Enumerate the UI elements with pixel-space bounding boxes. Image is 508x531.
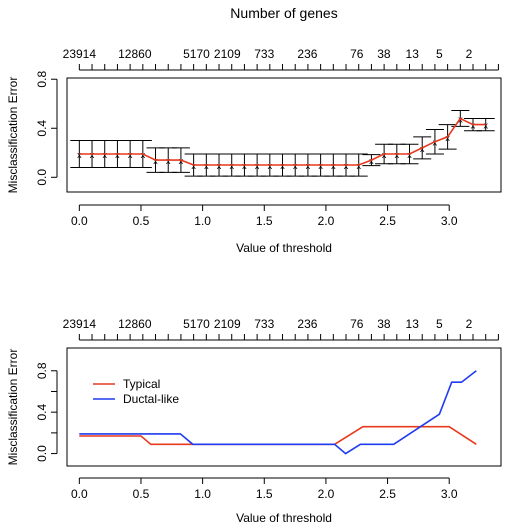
data-point-marker: x xyxy=(318,161,323,171)
top-axis-label: 733 xyxy=(254,317,274,331)
top-chart-title: Number of genes xyxy=(230,5,337,21)
top-axis-label: 38 xyxy=(377,47,391,61)
top-axis-label: 236 xyxy=(297,317,317,331)
top-axis-label: 76 xyxy=(350,47,364,61)
x-tick-label: 0.0 xyxy=(71,214,88,228)
data-point-marker: x xyxy=(344,161,349,171)
legend-label: Typical xyxy=(123,377,160,391)
data-point-marker: x xyxy=(280,161,285,171)
top-axis-label: 23914 xyxy=(63,317,97,331)
series-line xyxy=(79,117,486,166)
top-axis-label: 236 xyxy=(297,47,317,61)
data-point-marker: x xyxy=(268,161,273,171)
data-point-marker: x xyxy=(433,138,438,148)
data-point-marker: x xyxy=(166,156,171,166)
plot-frame xyxy=(66,347,502,467)
y-tick-label: 0.0 xyxy=(35,445,49,462)
data-point-marker: x xyxy=(128,150,133,160)
y-tick-label: 0.4 xyxy=(35,404,49,421)
top-axis-label: 2109 xyxy=(214,317,241,331)
x-tick-label: 3.0 xyxy=(441,214,458,228)
x-tick-label: 2.0 xyxy=(318,214,335,228)
data-point-marker: x xyxy=(255,161,260,171)
data-point-marker: x xyxy=(356,161,361,171)
y-axis-label: Misclassification Error xyxy=(6,77,20,194)
data-point-marker: x xyxy=(229,161,234,171)
y-tick-label: 0.8 xyxy=(35,362,49,379)
x-tick-label: 1.5 xyxy=(256,214,273,228)
y-tick-label: 0.8 xyxy=(35,71,49,88)
x-tick-label: 1.0 xyxy=(194,487,211,501)
threshold-error-chart: Value of threshold Misclassification Err… xyxy=(6,47,502,255)
x-tick-label: 0.0 xyxy=(71,487,88,501)
data-point-marker: x xyxy=(217,161,222,171)
top-axis-label: 76 xyxy=(350,317,364,331)
x-axis-label: Value of threshold xyxy=(236,511,332,525)
y-axis-label: Misclassification Error xyxy=(6,349,20,466)
data-point-marker: x xyxy=(420,144,425,154)
data-point-marker: x xyxy=(115,150,120,160)
data-point-marker: x xyxy=(102,150,107,160)
x-axis-label: Value of threshold xyxy=(236,241,332,255)
data-point-marker: x xyxy=(483,121,488,131)
data-point-marker: x xyxy=(179,156,184,166)
top-axis-label: 5170 xyxy=(183,317,210,331)
x-tick-label: 2.0 xyxy=(318,487,335,501)
legend-label: Ductal-like xyxy=(123,392,179,406)
top-axis-label: 2 xyxy=(466,317,473,331)
top-axis-label: 13 xyxy=(406,317,420,331)
plot-frame xyxy=(66,77,502,193)
x-tick-label: 1.0 xyxy=(194,214,211,228)
top-axis-label: 2109 xyxy=(214,47,241,61)
data-point-marker: x xyxy=(395,150,400,160)
data-point-marker: x xyxy=(293,161,298,171)
series-line-ductal-like xyxy=(79,370,477,455)
top-axis-label: 5 xyxy=(436,317,443,331)
data-point-marker: x xyxy=(382,150,387,160)
data-point-marker: x xyxy=(331,161,336,171)
x-tick-label: 3.0 xyxy=(441,487,458,501)
data-point-marker: x xyxy=(369,156,374,166)
top-axis-label: 38 xyxy=(377,317,391,331)
data-point-marker: x xyxy=(242,161,247,171)
y-tick-label: 0.4 xyxy=(35,120,49,137)
data-point-marker: x xyxy=(77,150,82,160)
top-axis-label: 13 xyxy=(406,47,420,61)
top-axis-label: 23914 xyxy=(63,47,97,61)
data-point-marker: x xyxy=(445,133,450,143)
data-point-marker: x xyxy=(204,161,209,171)
top-axis-label: 5170 xyxy=(183,47,210,61)
data-point-marker: x xyxy=(306,161,311,171)
x-tick-label: 1.5 xyxy=(256,487,273,501)
x-tick-label: 0.5 xyxy=(133,214,150,228)
data-point-marker: x xyxy=(407,150,412,160)
top-axis-label: 2 xyxy=(466,47,473,61)
top-axis-label: 12860 xyxy=(118,317,152,331)
data-point-marker: x xyxy=(191,161,196,171)
data-point-marker: x xyxy=(153,156,158,166)
y-tick-label: 0.0 xyxy=(35,169,49,186)
top-axis-label: 5 xyxy=(436,47,443,61)
top-axis-label: 12860 xyxy=(118,47,152,61)
data-point-marker: x xyxy=(471,121,476,131)
x-tick-label: 0.5 xyxy=(133,487,150,501)
x-tick-label: 2.5 xyxy=(379,487,396,501)
class-error-chart: Value of threshold Misclassification Err… xyxy=(6,317,502,525)
x-tick-label: 2.5 xyxy=(379,214,396,228)
data-point-marker: x xyxy=(90,150,95,160)
top-axis-label: 733 xyxy=(254,47,274,61)
